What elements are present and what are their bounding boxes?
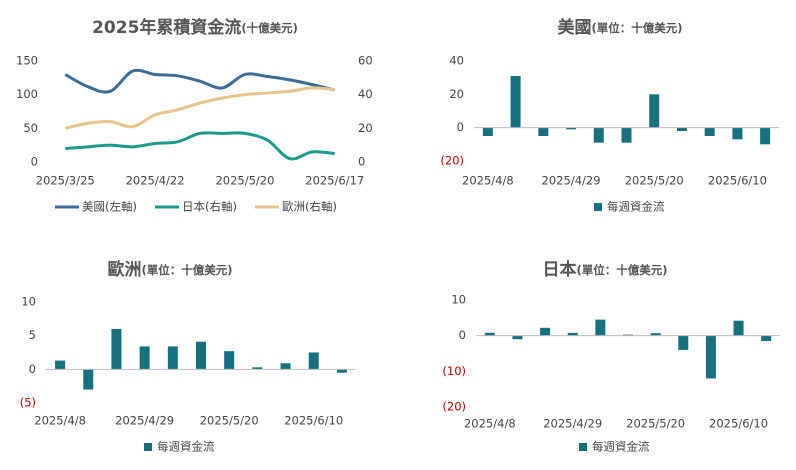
bar: [621, 127, 632, 143]
legend-label: 日本(右軸): [182, 200, 237, 214]
x-tick-label: 2025/5/20: [200, 414, 259, 428]
x-tick-label: 2025/4/22: [126, 174, 185, 188]
legend-label: 每週資金流: [157, 440, 215, 454]
legend-label: 每週資金流: [592, 440, 650, 454]
bar: [761, 335, 772, 342]
y-tick-label: 60: [358, 54, 373, 68]
legend-swatch: [594, 203, 602, 211]
title-unit: (十億美元): [241, 21, 298, 35]
bar: [196, 341, 206, 370]
y-tick-label: 0: [457, 120, 464, 134]
chart-title: 日本(單位：十億美元): [542, 259, 667, 280]
chart-title: 2025年累積資金流(十億美元): [92, 17, 298, 38]
legend-swatch: [144, 443, 152, 451]
line-series: [65, 131, 335, 161]
x-tick-label: 2025/6/10: [284, 414, 343, 428]
bar: [139, 346, 150, 370]
bar: [705, 335, 716, 379]
x-tick-label: 2025/4/29: [542, 174, 601, 188]
y-tick-label: 50: [23, 121, 38, 135]
y-tick-label: 0: [358, 155, 365, 169]
line-series: [64, 86, 335, 130]
bar: [649, 94, 660, 128]
title-main: 2025年累積資金流: [92, 17, 241, 38]
bar: [540, 327, 551, 336]
bar: [567, 332, 578, 336]
y-tick-label: 0: [459, 328, 466, 342]
bar: [252, 367, 263, 370]
y-tick-label: (20): [440, 154, 464, 168]
bar: [224, 351, 235, 370]
x-tick-label: 2025/6/10: [709, 417, 768, 431]
bar: [595, 319, 606, 336]
x-tick-label: 2025/4/8: [462, 174, 514, 188]
bar: [678, 335, 689, 350]
title-unit: (單位：十億美元): [576, 263, 667, 277]
x-tick-label: 2025/3/25: [36, 174, 95, 188]
legend-label: 每週資金流: [607, 200, 665, 214]
bar: [484, 332, 495, 336]
x-tick-label: 2025/6/17: [305, 174, 364, 188]
bar: [760, 127, 771, 145]
bar: [538, 127, 549, 136]
bar: [336, 369, 347, 373]
bar: [111, 328, 122, 370]
y-tick-label: 5: [29, 328, 36, 342]
x-tick-label: 2025/4/8: [34, 414, 86, 428]
y-tick-label: 10: [21, 295, 36, 309]
y-tick-label: 20: [358, 121, 373, 135]
title-unit: (單位：十億美元): [591, 21, 682, 35]
bar: [482, 127, 493, 136]
y-tick-label: 100: [16, 87, 38, 101]
chart-title: 美國(單位：十億美元): [557, 17, 682, 38]
title-main: 日本: [542, 259, 576, 280]
chart-title: 歐洲(單位：十億美元): [107, 259, 232, 280]
y-tick-label: 150: [16, 54, 38, 68]
y-tick-label: (10): [442, 364, 466, 378]
x-tick-label: 2025/5/20: [626, 417, 685, 431]
bar: [512, 335, 523, 340]
y-tick-label: 40: [358, 87, 373, 101]
bar: [510, 76, 521, 128]
y-tick-label: 0: [31, 155, 38, 169]
bar: [676, 127, 687, 131]
y-tick-label: 40: [449, 54, 464, 68]
y-tick-label: (20): [442, 400, 466, 414]
bar: [593, 127, 604, 143]
x-tick-label: 2025/5/20: [625, 174, 684, 188]
legend-label: 美國(左軸): [82, 200, 137, 214]
y-tick-label: 0: [29, 362, 36, 376]
bar: [566, 127, 577, 130]
bar: [704, 127, 715, 136]
x-tick-label: 2025/4/8: [464, 417, 516, 431]
bar: [280, 363, 291, 370]
x-tick-label: 2025/4/29: [115, 414, 174, 428]
x-tick-label: 2025/5/20: [215, 174, 274, 188]
y-tick-label: 20: [449, 87, 464, 101]
bar: [55, 360, 66, 370]
bar: [623, 334, 633, 336]
bar: [650, 333, 661, 336]
x-tick-label: 2025/6/10: [708, 174, 767, 188]
bar: [167, 346, 178, 370]
bar: [733, 320, 744, 336]
legend-swatch: [579, 443, 587, 451]
title-main: 歐洲: [107, 259, 141, 280]
bar: [83, 369, 94, 390]
bar: [308, 352, 319, 370]
x-tick-label: 2025/4/29: [543, 417, 602, 431]
bar: [732, 127, 743, 140]
title-unit: (單位：十億美元): [141, 263, 232, 277]
y-tick-label: 10: [451, 293, 466, 307]
title-main: 美國: [557, 17, 591, 38]
y-tick-label: (5): [20, 396, 36, 410]
line-series: [64, 68, 336, 94]
legend-label: 歐洲(右軸): [282, 200, 337, 214]
